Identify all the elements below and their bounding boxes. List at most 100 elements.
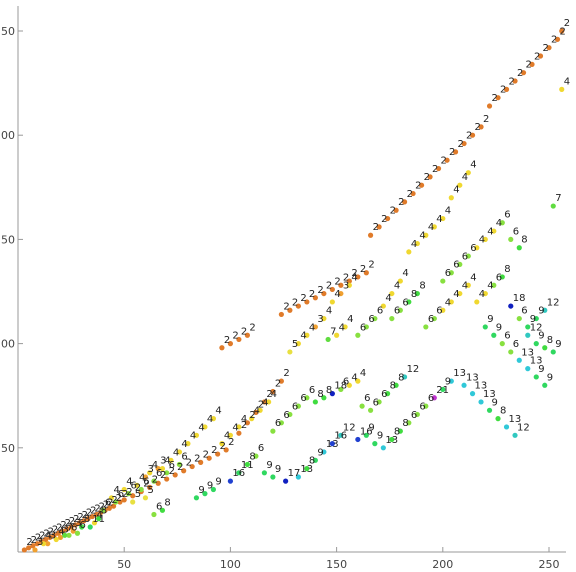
data-point <box>461 382 467 388</box>
point-label: 2 <box>160 470 166 481</box>
point-label: 17 <box>288 468 301 479</box>
point-label: 2 <box>543 43 549 54</box>
data-point <box>125 491 132 497</box>
point-label: 8 <box>547 335 553 346</box>
point-label: 13 <box>521 347 534 358</box>
point-label: 3 <box>147 464 153 475</box>
data-point <box>512 78 518 84</box>
point-label: 4 <box>479 235 485 246</box>
data-point <box>355 436 361 443</box>
data-point <box>393 382 399 388</box>
point-label: 2 <box>186 458 192 469</box>
data-point <box>295 303 301 309</box>
point-label: 9 <box>198 485 204 496</box>
point-label: 4 <box>339 322 345 333</box>
data-point <box>440 215 446 222</box>
point-label: 6 <box>445 268 451 279</box>
data-point <box>100 507 106 513</box>
data-point <box>355 332 361 338</box>
point-label: 2 <box>177 462 183 473</box>
point-label: 6 <box>402 297 408 308</box>
point-label: 2 <box>266 389 272 400</box>
point-label: 4 <box>470 160 476 171</box>
data-point <box>304 332 310 338</box>
data-point <box>108 495 115 501</box>
point-label: 2 <box>466 131 472 142</box>
point-label: 4 <box>326 306 332 317</box>
data-point <box>397 278 403 284</box>
point-label: 4 <box>445 206 451 217</box>
point-label: 9 <box>555 339 561 350</box>
data-point <box>40 541 47 547</box>
x-tick-label: 250 <box>539 558 560 571</box>
point-label: 6 <box>181 451 187 462</box>
data-point <box>172 472 178 478</box>
data-point <box>321 315 327 322</box>
data-point <box>486 103 493 109</box>
data-point <box>406 420 412 426</box>
data-point <box>60 528 66 534</box>
data-point <box>427 174 433 180</box>
point-label: 2 <box>368 260 374 271</box>
point-label: 6 <box>394 306 400 317</box>
point-label: 4 <box>45 531 51 542</box>
data-point <box>380 303 386 309</box>
point-label: 9 <box>492 397 498 408</box>
point-label: 12 <box>343 422 356 433</box>
x-tick-label: 100 <box>220 558 241 571</box>
data-point <box>193 495 200 501</box>
data-point <box>164 470 170 476</box>
point-label: 2 <box>283 368 289 379</box>
point-label: 2 <box>122 489 128 500</box>
data-point <box>79 524 85 530</box>
point-label: 13 <box>300 464 313 475</box>
data-point <box>423 403 429 409</box>
point-label: 4 <box>139 472 145 483</box>
point-label: 8 <box>390 381 396 392</box>
point-label: 6 <box>360 322 366 333</box>
point-label: 2 <box>509 76 515 87</box>
data-point <box>431 315 437 322</box>
data-point <box>227 432 234 438</box>
point-label: 2 <box>116 493 122 504</box>
data-point <box>76 520 83 526</box>
data-point <box>491 228 497 234</box>
data-point <box>202 424 208 430</box>
point-label: 2 <box>241 326 247 337</box>
data-point <box>346 382 352 388</box>
point-label: 2 <box>292 297 298 308</box>
data-point <box>181 468 187 474</box>
point-label: 2 <box>39 531 45 542</box>
point-label: 9 <box>317 447 323 458</box>
data-point <box>329 299 335 305</box>
x-tick-label: 50 <box>117 558 131 571</box>
data-point <box>202 491 208 497</box>
point-label: 4 <box>58 526 64 537</box>
data-point <box>414 411 420 418</box>
data-point <box>110 503 117 509</box>
point-label: 2 <box>73 514 79 525</box>
data-point <box>287 349 293 355</box>
data-point <box>261 470 267 476</box>
point-label: 6 <box>513 339 519 350</box>
data-point <box>151 511 157 518</box>
data-point <box>121 497 127 503</box>
point-label: 4 <box>453 289 459 300</box>
data-point <box>151 478 157 484</box>
data-point <box>533 341 539 347</box>
data-point <box>482 236 488 243</box>
data-point <box>74 530 81 536</box>
data-point <box>537 53 544 59</box>
data-point <box>355 378 361 384</box>
data-point <box>486 407 493 413</box>
data-point <box>440 307 446 313</box>
data-point <box>550 349 556 355</box>
data-point <box>304 299 310 305</box>
point-label: 2 <box>99 501 105 512</box>
data-point <box>435 165 442 172</box>
point-label: 2 <box>52 524 58 535</box>
data-point <box>43 536 49 543</box>
point-label: 8 <box>249 451 255 462</box>
point-label: 8 <box>504 264 510 275</box>
point-label: 9 <box>538 331 544 342</box>
